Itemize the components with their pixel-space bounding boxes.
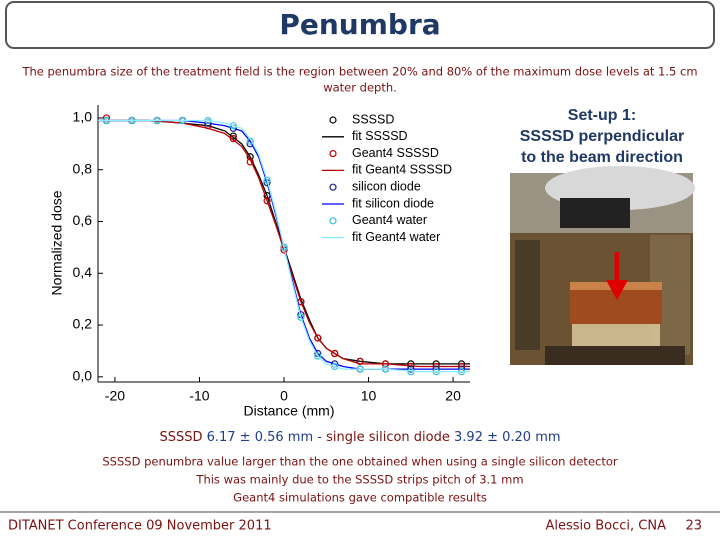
y-tick-label: 0,2 <box>73 316 93 332</box>
slide-title: Penumbra <box>279 8 440 41</box>
data-point <box>229 132 237 140</box>
results: SSSSD 6.17 ± 0.56 mm - single silicon di… <box>159 430 560 445</box>
page-number: 23 <box>685 519 702 534</box>
note: This was mainly due to the SSSSD strips … <box>195 473 523 487</box>
data-point <box>263 197 271 205</box>
data-point <box>331 349 339 358</box>
setup-text: Set-up 1: <box>568 107 636 124</box>
setup-text: to the beam direction <box>521 149 683 166</box>
legend-label: fit Geant4 SSSSD <box>352 163 452 177</box>
data-point <box>263 176 271 184</box>
legend-swatch <box>329 217 337 225</box>
note: SSSSD penumbra value larger than the one… <box>102 455 618 469</box>
legend-label: Geant4 water <box>352 213 427 227</box>
y-tick-label: 1,0 <box>73 109 93 125</box>
footer-left: DITANET Conference 09 November 2011 <box>8 519 272 534</box>
note: Geant4 simulations gave compatible resul… <box>233 491 487 505</box>
data-point <box>314 352 322 360</box>
x-axis-label: Distance (mm) <box>243 403 334 419</box>
x-tick-label: 20 <box>445 388 461 404</box>
fit-line <box>98 119 470 373</box>
x-tick-label: 10 <box>361 388 377 404</box>
data-point <box>229 135 237 143</box>
y-tick-label: 0,4 <box>73 264 93 280</box>
legend-label: Geant4 SSSSD <box>352 146 439 160</box>
data-point <box>331 362 339 371</box>
legend-label: fit SSSSD <box>352 129 408 143</box>
legend-swatch <box>329 150 337 158</box>
y-tick-label: 0,8 <box>73 160 93 176</box>
legend-label: fit silicon diode <box>352 196 434 210</box>
legend-label: SSSSD <box>352 112 394 126</box>
setup-photo <box>510 166 695 365</box>
data-point <box>297 313 305 321</box>
y-tick-label: 0,6 <box>73 212 93 228</box>
data-point <box>229 122 237 130</box>
title-box <box>5 1 715 49</box>
y-axis-label: Normalized dose <box>49 190 65 295</box>
subtitle: water depth. <box>323 81 397 95</box>
legend-label: silicon diode <box>352 179 421 193</box>
legend-swatch <box>329 116 337 124</box>
footer-author: Alessio Bocci, CNA <box>546 519 667 534</box>
x-tick-label: -20 <box>105 388 125 404</box>
legend-swatch <box>329 183 337 191</box>
x-tick-label: 0 <box>280 388 288 404</box>
y-tick-label: 0,0 <box>73 368 93 384</box>
legend-label: fit Geant4 water <box>352 230 440 244</box>
setup-text: SSSSD perpendicular <box>520 128 685 145</box>
data-point <box>314 334 322 342</box>
subtitle: The penumbra size of the treatment field… <box>21 65 697 79</box>
data-point <box>280 243 288 251</box>
plot: 0,0 0,2 0,4 0,6 0,8 1,0 -20 -10 0 10 20 SSSSD fit SS… <box>73 105 470 404</box>
x-tick-label: -10 <box>189 388 209 404</box>
